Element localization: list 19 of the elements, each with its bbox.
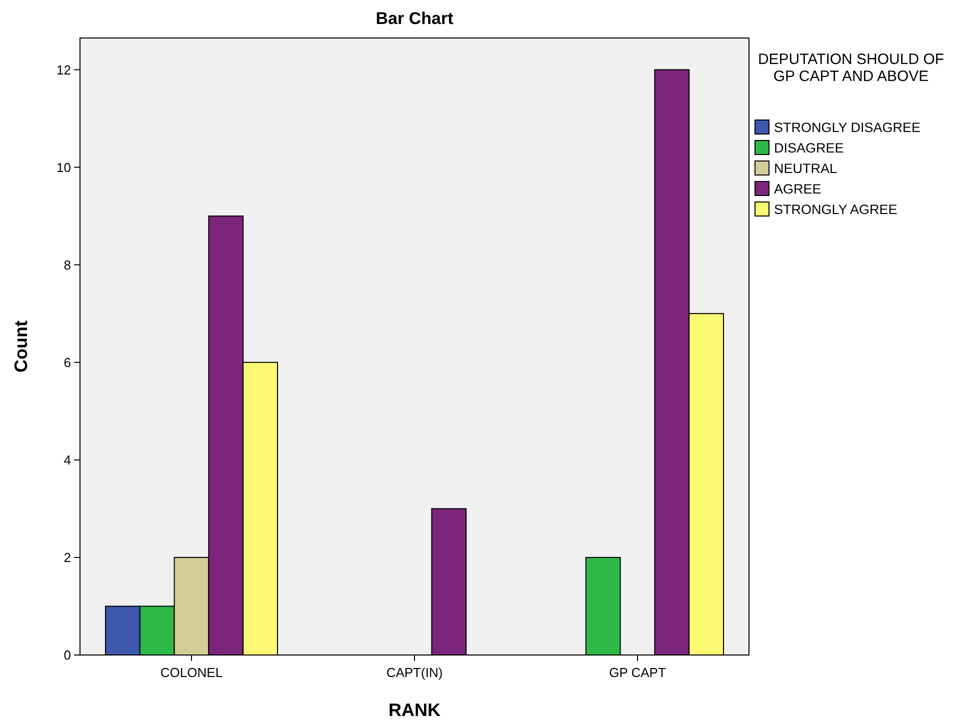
legend-label: AGREE bbox=[774, 182, 822, 196]
legend-label: DISAGREE bbox=[774, 140, 844, 156]
y-tick-label: 8 bbox=[64, 257, 71, 272]
legend-label: STRONGLY DISAGREE bbox=[774, 120, 921, 135]
legend-title: DEPUTATION SHOULD OF GP CAPT AND ABOVE bbox=[758, 51, 944, 85]
legend-label: NEUTRAL bbox=[774, 161, 838, 176]
y-tick-label: 4 bbox=[64, 452, 71, 468]
chart-title: Bar Chart bbox=[376, 9, 454, 28]
y-tick-label: 10 bbox=[56, 160, 71, 175]
x-axis-title: RANK bbox=[388, 700, 440, 720]
y-tick-label: 12 bbox=[56, 62, 71, 78]
y-tick-label: 6 bbox=[64, 354, 71, 370]
legend-label: STRONGLY AGREE bbox=[774, 202, 898, 217]
x-tick-label: CAPT(IN) bbox=[386, 665, 443, 680]
x-tick-label: GP CAPT bbox=[609, 665, 666, 680]
x-tick-label: COLONEL bbox=[160, 665, 223, 680]
y-tick-label: 0 bbox=[64, 648, 71, 663]
y-tick-label: 2 bbox=[64, 550, 71, 565]
y-axis-title: Count bbox=[11, 320, 31, 372]
